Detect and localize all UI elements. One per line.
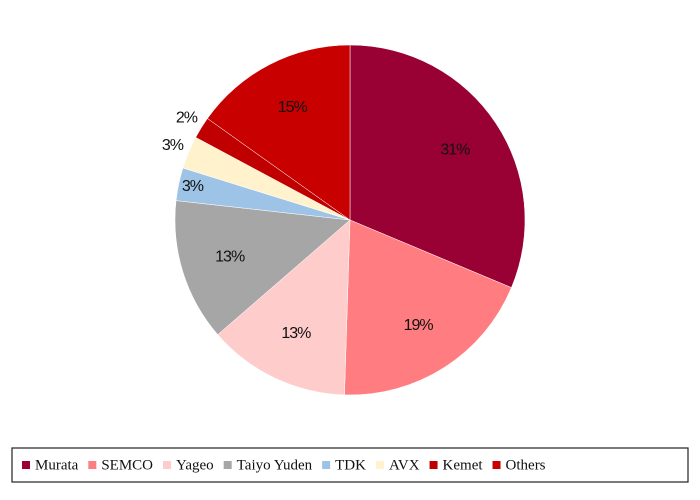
legend-swatch (163, 461, 172, 469)
pie-slice (344, 219, 512, 396)
value-label: 31% (440, 141, 470, 158)
legend-label: AVX (389, 457, 420, 473)
value-label: 13% (215, 249, 245, 266)
value-label: 3% (162, 137, 184, 154)
value-label: 15% (278, 99, 308, 116)
value-label: 13% (281, 325, 311, 342)
legend-box (11, 447, 689, 483)
pie-slice (174, 200, 351, 335)
legend: Murata SEMCO Yageo Taiyo Yuden TDK AVX Kemet Ot… (22, 457, 546, 473)
legend-label: Others (506, 457, 546, 473)
pie: 31% 19% 13% 13% 3% 3% 2% 15% (162, 44, 526, 396)
value-label: 19% (404, 317, 434, 334)
legend-swatch (322, 461, 331, 469)
pie-slice (217, 219, 351, 396)
legend-label: Murata (35, 457, 79, 473)
legend-swatch (375, 461, 384, 469)
pie-slice (349, 44, 526, 288)
legend-swatch (492, 461, 501, 469)
legend-label: Yageo (176, 457, 214, 473)
value-label: 2% (176, 110, 198, 127)
legend-swatch (223, 461, 232, 469)
legend-swatch (88, 461, 97, 469)
legend-label: Taiyo Yuden (237, 457, 313, 473)
legend-label: TDK (335, 457, 366, 473)
legend-label: SEMCO (101, 457, 153, 473)
legend-swatch (22, 461, 30, 469)
pie-slice (207, 44, 351, 221)
legend-swatch (429, 461, 438, 469)
legend-label: Kemet (443, 457, 484, 473)
value-label: 3% (182, 178, 204, 195)
